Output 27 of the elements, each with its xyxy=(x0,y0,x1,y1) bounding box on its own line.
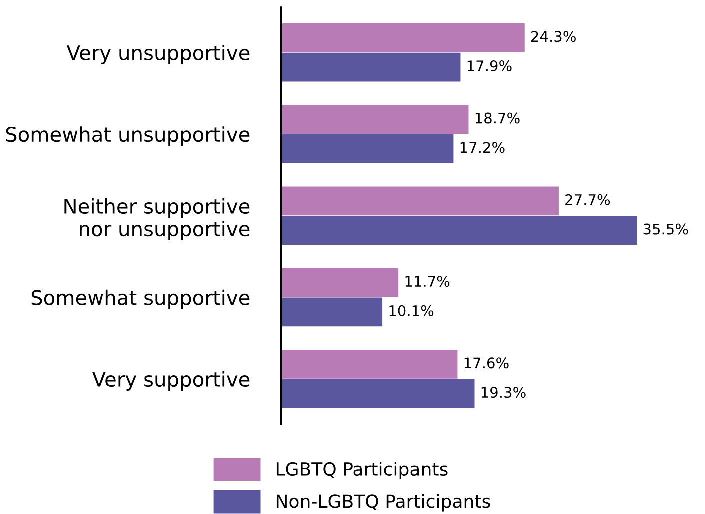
data-label: 10.1% xyxy=(390,305,434,316)
y-tick-label: Neither supportive nor unsupportive xyxy=(64,198,250,241)
bar xyxy=(281,268,399,298)
data-label: 17.6% xyxy=(464,358,509,369)
y-tick-label: Somewhat supportive xyxy=(32,290,250,310)
bar xyxy=(281,379,475,408)
legend-label: Non-LGBTQ Participants xyxy=(276,494,490,512)
data-label: 17.2% xyxy=(460,142,505,154)
data-label: 11.7% xyxy=(406,276,450,288)
bar xyxy=(281,24,525,52)
legend-label: LGBTQ Participants xyxy=(276,462,448,480)
bar xyxy=(281,134,454,164)
data-label: 18.7% xyxy=(476,112,520,124)
y-tick-label: Somewhat unsupportive xyxy=(6,126,250,146)
data-label: 17.9% xyxy=(468,60,512,72)
bar xyxy=(281,350,458,379)
bar xyxy=(281,52,461,82)
bar xyxy=(281,298,383,327)
bar xyxy=(281,216,638,245)
bar xyxy=(281,186,559,216)
data-label: 19.3% xyxy=(482,387,526,398)
data-label: 24.3% xyxy=(532,31,576,42)
data-label: 35.5% xyxy=(644,224,688,235)
bar xyxy=(281,105,469,134)
data-label: 27.7% xyxy=(566,194,610,206)
y-tick-label: Very supportive xyxy=(92,372,250,391)
y-tick-label: Very unsupportive xyxy=(66,44,250,64)
